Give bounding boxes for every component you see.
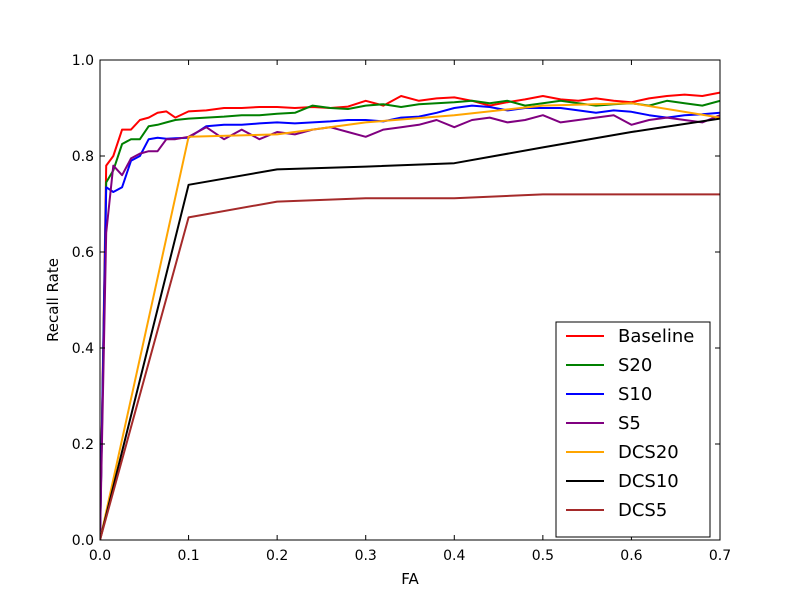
series-line-s20	[100, 99, 720, 540]
legend-label-s20: S20	[618, 355, 652, 376]
y-tick-label: 0.6	[72, 245, 94, 261]
x-tick-label: 0.2	[266, 548, 288, 564]
series-layer	[100, 91, 720, 540]
legend-label-dcs10: DCS10	[618, 471, 679, 492]
series-line-s10	[100, 104, 720, 540]
x-tick-label: 0.4	[443, 548, 465, 564]
y-tick-label: 0.2	[72, 437, 94, 453]
plot-frame	[99, 59, 721, 541]
y-tick-label: 0.8	[72, 149, 94, 165]
y-tick-label: 1.0	[72, 53, 94, 69]
ticks-layer: 0.0 0.1 0.2 0.3 0.4 0.5 0.6 0.7 0.0 0.2 0.4 0.6 0.8 1…	[72, 53, 731, 564]
x-axis-label: FA	[401, 570, 419, 588]
series-line-dcs20	[100, 102, 720, 540]
series-line-s5	[100, 114, 720, 540]
series-line-baseline	[100, 91, 720, 540]
legend: Baseline S20 S10 S5 DCS20 DCS10 DCS5	[555, 321, 711, 538]
x-tick-label: 0.3	[355, 548, 377, 564]
series-line-dcs10	[100, 117, 720, 540]
y-tick-label: 0.0	[72, 533, 94, 549]
x-tick-label: 0.0	[89, 548, 111, 564]
legend-label-baseline: Baseline	[618, 326, 694, 347]
x-tick-label: 0.6	[620, 548, 642, 564]
x-tick-label: 0.7	[709, 548, 731, 564]
legend-label-dcs5: DCS5	[618, 500, 667, 521]
legend-box	[555, 321, 711, 538]
y-axis-label: Recall Rate	[44, 258, 62, 342]
legend-label-s10: S10	[618, 384, 652, 405]
y-tick-label: 0.4	[72, 341, 94, 357]
legend-label-s5: S5	[618, 413, 641, 434]
series-line-dcs5	[100, 193, 720, 540]
legend-label-dcs20: DCS20	[618, 442, 679, 463]
x-tick-label: 0.5	[532, 548, 554, 564]
x-tick-label: 0.1	[177, 548, 199, 564]
